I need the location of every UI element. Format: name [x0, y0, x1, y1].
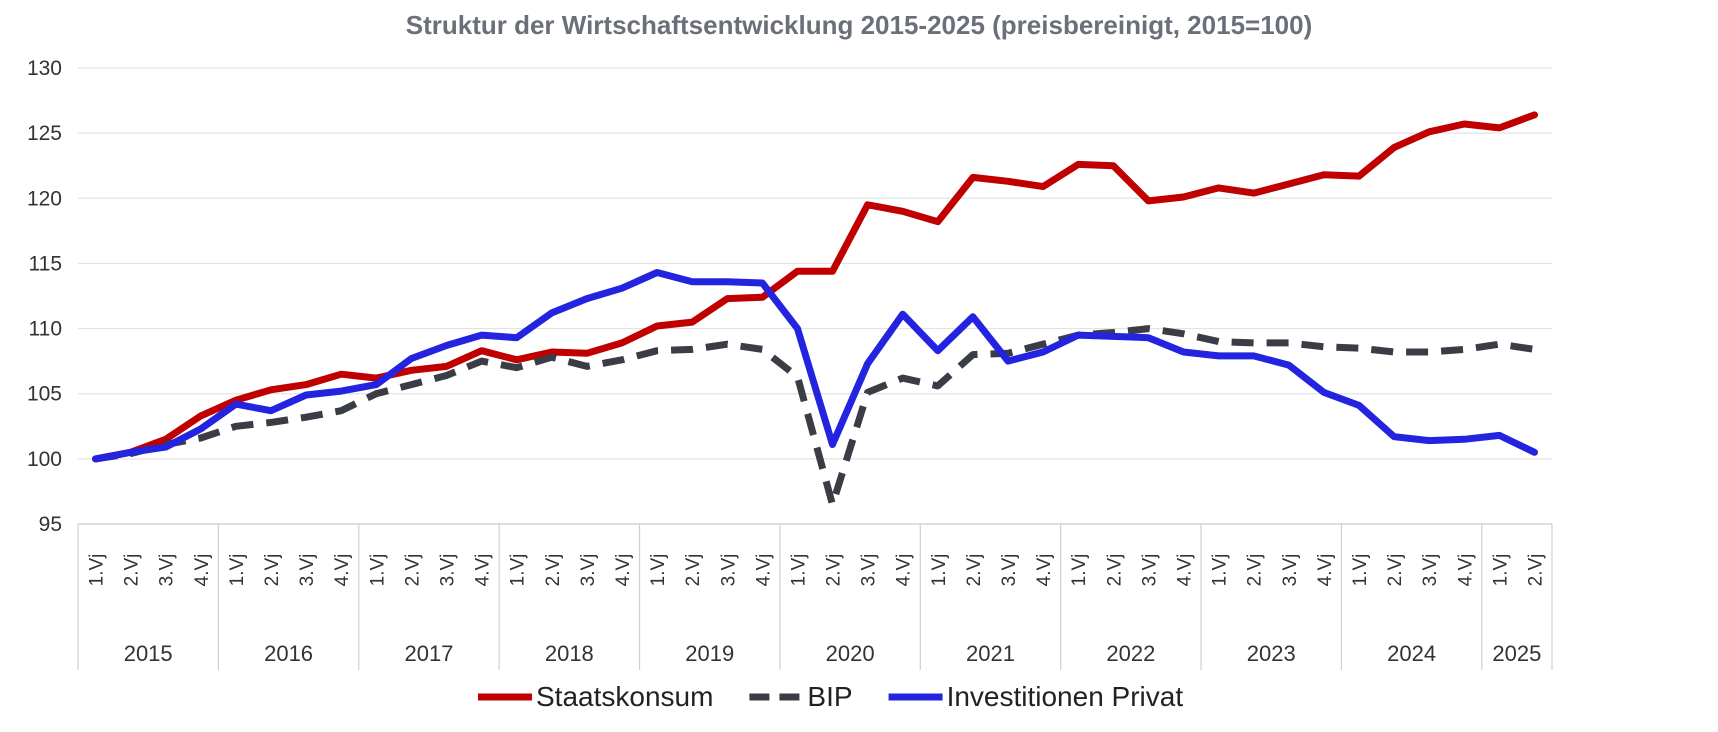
- series-line-staatskonsum: [92, 111, 1538, 463]
- x-tick-label: 4.Vj: [192, 554, 213, 587]
- y-tick-label: 105: [27, 383, 62, 406]
- x-tick-label: 1.Vj: [1490, 554, 1511, 587]
- x-tick-label: 2.Vj: [1385, 554, 1406, 587]
- y-tick-label: 100: [27, 448, 62, 471]
- x-tick-label: 1.Vj: [648, 554, 669, 587]
- x-tick-label: 1.Vj: [87, 554, 108, 587]
- x-year-label: 2021: [966, 641, 1015, 666]
- y-tick-label: 95: [39, 513, 62, 536]
- x-year-label: 2019: [685, 641, 734, 666]
- x-tick-label: 2.Vj: [683, 554, 704, 587]
- x-year-label: 2023: [1247, 641, 1296, 666]
- x-year-label: 2024: [1387, 641, 1436, 666]
- x-tick-label: 4.Vj: [1455, 554, 1476, 587]
- x-tick-label: 2.Vj: [1104, 554, 1125, 587]
- x-tick-label: 3.Vj: [1139, 554, 1160, 587]
- x-tick-label: 3.Vj: [718, 554, 739, 587]
- x-tick-label: 3.Vj: [859, 554, 880, 587]
- legend-label: BIP: [807, 681, 852, 712]
- x-year-label: 2020: [826, 641, 875, 666]
- gridlines: [78, 67, 1552, 525]
- x-tick-label: 1.Vj: [1210, 554, 1231, 587]
- legend-label: Staatskonsum: [536, 681, 713, 712]
- x-year-label: 2022: [1106, 641, 1155, 666]
- x-tick-label: 3.Vj: [578, 554, 599, 587]
- x-tick-label: 1.Vj: [367, 554, 388, 587]
- x-tick-label: 3.Vj: [157, 554, 178, 587]
- y-axis: 95 100 105 110 115 120 125 130: [27, 57, 62, 536]
- x-tick-label: 3.Vj: [1280, 554, 1301, 587]
- legend: Staatskonsum BIP Investitionen Privat: [478, 681, 1183, 712]
- legend-label: Investitionen Privat: [947, 681, 1184, 712]
- series-line-bip: [94, 325, 1536, 508]
- x-tick-label: 1.Vj: [1350, 554, 1371, 587]
- y-tick-label: 125: [27, 122, 62, 145]
- x-year-label: 2016: [264, 641, 313, 666]
- x-tick-label: 3.Vj: [999, 554, 1020, 587]
- x-tick-label: 3.Vj: [1420, 554, 1441, 587]
- x-tick-label: 2.Vj: [262, 554, 283, 587]
- x-tick-label: 2.Vj: [1525, 554, 1546, 587]
- x-tick-label: 2.Vj: [402, 554, 423, 587]
- y-tick-label: 120: [27, 187, 62, 210]
- chart-title: Struktur der Wirtschaftsentwicklung 2015…: [406, 10, 1313, 40]
- x-tick-label: 3.Vj: [438, 554, 459, 587]
- x-tick-label: 2.Vj: [824, 554, 845, 587]
- x-tick-label: 4.Vj: [1315, 554, 1336, 587]
- x-tick-label: 4.Vj: [894, 554, 915, 587]
- x-tick-label: 2.Vj: [964, 554, 985, 587]
- x-year-label: 2017: [404, 641, 453, 666]
- x-tick-label: 1.Vj: [508, 554, 529, 587]
- x-tick-label: 2.Vj: [122, 554, 143, 587]
- x-tick-label: 4.Vj: [613, 554, 634, 587]
- x-tick-label: 4.Vj: [753, 554, 774, 587]
- series-lines: [92, 111, 1538, 508]
- x-axis: 1.Vj 2.Vj 3.Vj 4.Vj 1.Vj 2.Vj 3.Vj 4.Vj 1.Vj 2.Vj…: [77, 523, 1553, 670]
- x-tick-label: 2.Vj: [543, 554, 564, 587]
- x-tick-label: 1.Vj: [1069, 554, 1090, 587]
- x-year-label: 2015: [124, 641, 173, 666]
- y-tick-label: 130: [27, 57, 62, 80]
- x-tick-label: 1.Vj: [929, 554, 950, 587]
- x-tick-label: 3.Vj: [297, 554, 318, 587]
- x-tick-label: 1.Vj: [788, 554, 809, 587]
- x-tick-label: 4.Vj: [332, 554, 353, 587]
- x-tick-label: 4.Vj: [473, 554, 494, 587]
- y-tick-label: 110: [29, 318, 62, 341]
- x-year-label: 2018: [545, 641, 594, 666]
- y-tick-label: 115: [29, 252, 62, 275]
- x-tick-label: 4.Vj: [1175, 554, 1196, 587]
- x-year-label: 2025: [1492, 641, 1541, 666]
- x-tick-label: 4.Vj: [1034, 554, 1055, 587]
- x-tick-label: 1.Vj: [227, 554, 248, 587]
- series-line-investitionen-privat: [92, 269, 1538, 463]
- x-tick-label: 2.Vj: [1245, 554, 1266, 587]
